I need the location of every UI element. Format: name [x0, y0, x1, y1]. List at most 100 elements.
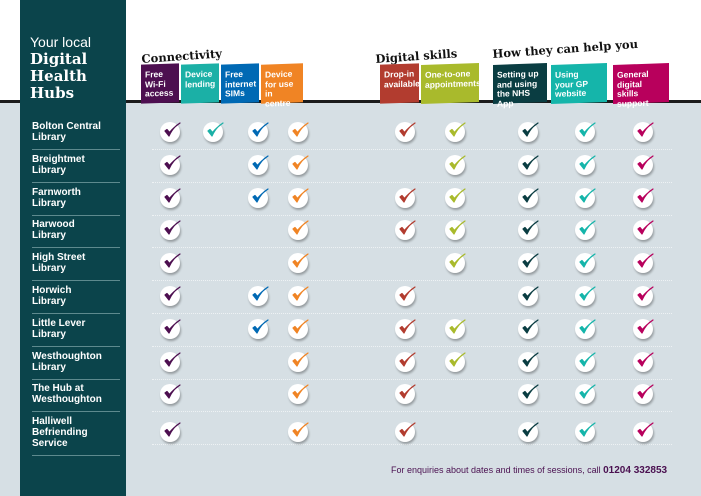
check-icon [445, 253, 466, 274]
column-header: Using your GP website [551, 63, 607, 104]
check-icon [575, 122, 596, 142]
check-icon [633, 122, 654, 142]
column-header: Free internet SIMs [221, 63, 259, 104]
check-icon [160, 253, 181, 274]
check-icon [518, 351, 539, 372]
library-name-line: Library [32, 328, 66, 340]
library-name-line: Library [32, 263, 66, 275]
row-divider [152, 214, 672, 216]
column-header-line: digital skills [617, 78, 643, 99]
library-name-line: High Street [32, 252, 86, 264]
sidebar: Your local Digital Health Hubs Bolton Ce… [20, 0, 126, 496]
check-icon [518, 220, 539, 241]
library-name-line: Harwood [32, 219, 75, 231]
library-name-line: Library [32, 164, 66, 176]
check-icon [575, 318, 596, 339]
row-divider [152, 313, 672, 314]
column-header-line: the NHS App [497, 87, 531, 109]
check-icon [518, 122, 539, 142]
library-name-line: Library [32, 296, 66, 307]
check-icon [395, 422, 416, 443]
library-name: The Hub at Westhoughton [32, 379, 120, 413]
library-name-line: Library [32, 230, 66, 242]
check-icon [160, 384, 181, 405]
library-name: Westhoughton Library [32, 347, 120, 380]
check-icon [160, 422, 181, 443]
column-header-line: SIMs [225, 87, 245, 99]
title-line: Digital [30, 50, 88, 68]
library-name-line: Farnworth [32, 186, 81, 198]
check-icon [395, 122, 416, 142]
column-header-line: access [145, 87, 174, 99]
library-name-line: Halliwell [32, 416, 73, 428]
row-divider [152, 247, 672, 249]
library-name-line: Horwich [32, 285, 72, 296]
check-icon [633, 422, 654, 443]
check-icon [633, 384, 654, 405]
column-header-line: available [384, 77, 420, 90]
library-name: Bolton Central Library [32, 117, 120, 150]
check-icon [445, 351, 466, 372]
check-icon [395, 187, 416, 208]
check-icon [248, 154, 269, 175]
library-name-line: Library [32, 361, 66, 373]
column-header-line: lending [185, 77, 216, 90]
check-icon [288, 351, 309, 372]
column-header-line: support [617, 97, 649, 109]
check-icon [160, 318, 181, 339]
column-header-line: in centre [265, 88, 291, 109]
library-name: Halliwell Befriending Service [32, 412, 120, 457]
column-header: Device for use in centre [261, 63, 303, 108]
library-name: Little Lever Library [32, 314, 120, 347]
check-icon [518, 253, 539, 274]
library-name-line: Westhoughton [32, 394, 102, 406]
column-header: Device lending [181, 63, 219, 104]
check-icon [575, 384, 596, 405]
column-header: Drop-in available [380, 63, 420, 104]
library-name-line: Little Lever [32, 317, 86, 329]
library-name-line: Bolton Central [32, 121, 101, 132]
check-icon [160, 154, 181, 175]
check-icon [518, 286, 539, 306]
check-icon [575, 286, 596, 306]
check-icon [445, 122, 466, 142]
check-icon [633, 318, 654, 339]
column-header: Free Wi-Fi access [141, 63, 179, 104]
library-name-line: Service [32, 438, 68, 450]
check-icon [395, 351, 416, 372]
check-icon [160, 286, 181, 306]
check-icon [575, 422, 596, 443]
check-icon [248, 122, 269, 142]
row-divider [152, 149, 672, 150]
footer-text: For enquiries about dates and times of s… [391, 465, 604, 475]
column-header: General digital skills support [613, 63, 669, 108]
row-divider [152, 280, 672, 282]
library-name-line: Befriending [32, 427, 88, 439]
check-icon [518, 318, 539, 339]
row-divider [152, 411, 672, 413]
check-icon [633, 220, 654, 241]
check-icon [445, 220, 466, 241]
check-icon [160, 122, 181, 142]
check-icon [518, 422, 539, 443]
check-icon [288, 187, 309, 208]
check-icon [288, 422, 309, 443]
library-name: Horwich Library [32, 281, 120, 314]
check-icon [395, 286, 416, 306]
check-icon [160, 220, 181, 241]
check-icon [248, 286, 269, 306]
check-icon [633, 253, 654, 274]
check-icon [160, 187, 181, 208]
row-divider [152, 444, 672, 446]
row-divider [152, 181, 672, 183]
check-icon [395, 318, 416, 339]
check-icon [248, 187, 269, 208]
check-icon [575, 154, 596, 175]
library-name: Breightmet Library [32, 150, 120, 183]
row-divider [152, 378, 672, 380]
check-icon [288, 220, 309, 241]
check-icon [395, 220, 416, 241]
check-icon [288, 384, 309, 405]
check-icon [288, 154, 309, 175]
check-icon [445, 154, 466, 175]
